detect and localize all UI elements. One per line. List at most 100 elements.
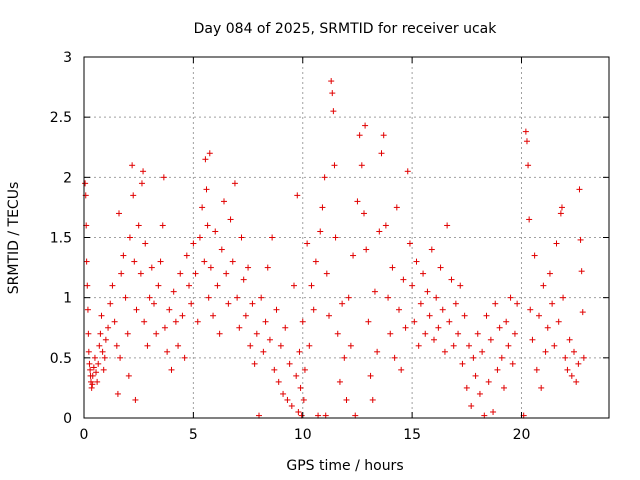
data-point bbox=[525, 162, 532, 169]
data-point bbox=[295, 408, 302, 415]
data-point bbox=[117, 354, 124, 361]
data-point bbox=[363, 246, 370, 253]
data-point bbox=[415, 342, 422, 349]
data-point bbox=[201, 258, 208, 265]
data-point bbox=[575, 360, 582, 367]
data-point bbox=[129, 162, 136, 169]
data-point bbox=[540, 282, 547, 289]
data-point bbox=[82, 180, 89, 187]
data-point bbox=[529, 336, 536, 343]
y-tick-label: 0.5 bbox=[50, 351, 72, 367]
data-point bbox=[466, 342, 472, 349]
data-point bbox=[391, 354, 398, 361]
data-point bbox=[557, 210, 564, 217]
data-point bbox=[463, 384, 470, 391]
data-point bbox=[236, 324, 243, 331]
data-point bbox=[218, 246, 225, 253]
data-point bbox=[371, 288, 378, 295]
data-points-layer bbox=[82, 78, 587, 419]
data-point bbox=[544, 324, 551, 331]
data-point bbox=[470, 354, 477, 361]
data-point bbox=[420, 270, 427, 277]
data-point bbox=[258, 294, 265, 301]
data-point bbox=[190, 240, 197, 247]
data-point bbox=[122, 294, 129, 301]
data-point bbox=[133, 306, 140, 313]
y-axis-label: SRMTID / TECUs bbox=[6, 182, 22, 295]
data-point bbox=[183, 252, 190, 259]
data-point bbox=[450, 342, 457, 349]
data-point bbox=[275, 378, 282, 385]
data-point bbox=[511, 330, 518, 337]
data-point bbox=[347, 342, 354, 349]
data-point bbox=[558, 204, 565, 211]
data-point bbox=[417, 300, 424, 307]
data-point bbox=[247, 342, 254, 349]
data-point bbox=[181, 354, 188, 361]
data-point bbox=[362, 122, 369, 129]
data-point bbox=[304, 240, 311, 247]
data-point bbox=[291, 282, 297, 289]
tick-labels-layer: 0 5 10 15 20 0 0.5 1 1.5 2 2.5 3 bbox=[50, 50, 531, 443]
data-point bbox=[214, 282, 221, 289]
data-point bbox=[105, 324, 112, 331]
data-point bbox=[494, 366, 501, 373]
data-point bbox=[140, 168, 147, 175]
data-point bbox=[175, 342, 182, 349]
data-point bbox=[273, 306, 280, 313]
data-point bbox=[578, 268, 585, 275]
data-point bbox=[144, 342, 151, 349]
data-point bbox=[284, 396, 291, 403]
data-point bbox=[507, 294, 514, 301]
data-point bbox=[300, 396, 307, 403]
data-point bbox=[350, 252, 357, 259]
data-point bbox=[306, 342, 313, 349]
data-point bbox=[124, 330, 131, 337]
data-point bbox=[146, 294, 153, 301]
data-point bbox=[96, 342, 103, 349]
y-tick-label: 0 bbox=[63, 411, 72, 427]
data-point bbox=[476, 390, 483, 397]
data-point bbox=[164, 348, 171, 355]
data-point bbox=[301, 366, 308, 373]
data-point bbox=[576, 186, 583, 193]
data-point bbox=[398, 366, 405, 373]
data-point bbox=[251, 360, 258, 367]
data-point bbox=[253, 330, 260, 337]
data-point bbox=[568, 372, 575, 379]
data-point bbox=[536, 312, 542, 319]
data-point bbox=[280, 390, 287, 397]
data-point bbox=[85, 348, 92, 355]
data-point bbox=[293, 372, 300, 379]
data-point bbox=[84, 306, 91, 313]
data-point bbox=[269, 234, 276, 241]
data-point bbox=[396, 306, 402, 313]
data-point bbox=[240, 276, 247, 283]
data-point bbox=[188, 300, 195, 307]
data-point bbox=[580, 354, 587, 361]
data-point bbox=[111, 318, 118, 325]
data-point bbox=[118, 270, 125, 277]
data-point bbox=[312, 258, 319, 265]
data-point bbox=[492, 300, 499, 307]
data-point bbox=[479, 348, 486, 355]
data-point bbox=[160, 174, 167, 181]
ticks-layer bbox=[83, 56, 609, 419]
data-point bbox=[161, 324, 168, 331]
data-point bbox=[84, 282, 91, 289]
data-point bbox=[137, 270, 144, 277]
data-point bbox=[413, 258, 420, 265]
data-point bbox=[526, 216, 533, 223]
x-tick-label: 15 bbox=[403, 427, 421, 443]
data-point bbox=[496, 324, 503, 331]
data-point bbox=[225, 300, 232, 307]
data-point bbox=[199, 204, 206, 211]
data-point bbox=[522, 128, 529, 135]
data-point bbox=[339, 300, 346, 307]
data-point bbox=[93, 369, 100, 376]
data-point bbox=[498, 354, 505, 361]
data-point bbox=[411, 318, 418, 325]
data-point bbox=[196, 234, 203, 241]
data-point bbox=[527, 306, 534, 313]
